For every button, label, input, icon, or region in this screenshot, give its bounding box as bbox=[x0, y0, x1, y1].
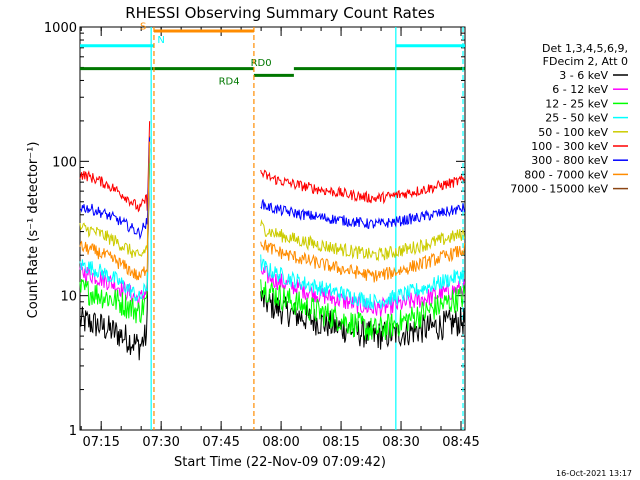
legend-header-line-2: FDecim 2, Att 0 bbox=[543, 55, 628, 68]
x-tick-label: 07:30 bbox=[142, 435, 179, 450]
legend-label: 6 - 12 keV bbox=[552, 83, 608, 96]
series-line bbox=[260, 219, 466, 262]
y-tick-label: 1 bbox=[69, 424, 77, 439]
flag-label-rd4: RD4 bbox=[219, 77, 240, 88]
x-tick-label: 08:15 bbox=[322, 435, 359, 450]
x-tick-label: 07:15 bbox=[82, 435, 119, 450]
series-line bbox=[79, 135, 151, 258]
legend-label: 12 - 25 keV bbox=[545, 97, 608, 110]
series-line bbox=[260, 279, 466, 341]
series-line bbox=[260, 254, 465, 310]
flag-bars: SN RD0 RD4 bbox=[80, 22, 465, 88]
x-tick-label: 07:45 bbox=[202, 435, 239, 450]
series-line bbox=[260, 239, 466, 283]
series-line bbox=[79, 137, 151, 240]
y-tick-label: 1000 bbox=[44, 21, 77, 36]
x-axis-label: Start Time (22-Nov-09 07:09:42) bbox=[174, 455, 386, 470]
footer-date: 16-Oct-2021 13:17 bbox=[556, 469, 632, 478]
legend-label: 25 - 50 keV bbox=[545, 112, 608, 125]
flag-label-rd0: RD0 bbox=[251, 58, 272, 69]
series-line bbox=[260, 199, 466, 230]
flag-label-n: N bbox=[157, 35, 164, 46]
legend-label: 7000 - 15000 keV bbox=[510, 183, 608, 196]
y-axis-label: Count Rate (s⁻¹ detector⁻¹) bbox=[26, 142, 41, 319]
legend-label: 3 - 6 keV bbox=[559, 69, 608, 82]
series-line bbox=[79, 163, 151, 324]
series-line bbox=[79, 139, 151, 302]
legend-label: 800 - 7000 keV bbox=[524, 168, 608, 181]
x-tick-label: 08:00 bbox=[262, 435, 299, 450]
legend-label: 300 - 800 keV bbox=[531, 154, 608, 167]
x-tick-label: 08:30 bbox=[382, 435, 419, 450]
legend: Det 1,3,4,5,6,9, FDecim 2, Att 0 3 - 6 k… bbox=[510, 42, 628, 196]
series-line bbox=[79, 141, 151, 281]
x-tick-label: 08:45 bbox=[442, 435, 479, 450]
flag-label-s: S bbox=[140, 22, 146, 33]
plot-frame bbox=[79, 26, 466, 431]
data-lines bbox=[79, 121, 466, 361]
chart-title: RHESSI Observing Summary Count Rates bbox=[125, 4, 435, 22]
series-line bbox=[79, 148, 151, 361]
y-tick-label: 10 bbox=[60, 290, 77, 305]
series-line bbox=[79, 142, 151, 309]
y-tick-label: 100 bbox=[52, 155, 77, 170]
legend-label: 100 - 300 keV bbox=[531, 140, 608, 153]
series-line bbox=[79, 121, 151, 213]
series-line bbox=[260, 169, 466, 205]
vertical-markers bbox=[150, 27, 464, 430]
legend-label: 50 - 100 keV bbox=[538, 126, 608, 139]
legend-header-line-1: Det 1,3,4,5,6,9, bbox=[542, 42, 628, 55]
